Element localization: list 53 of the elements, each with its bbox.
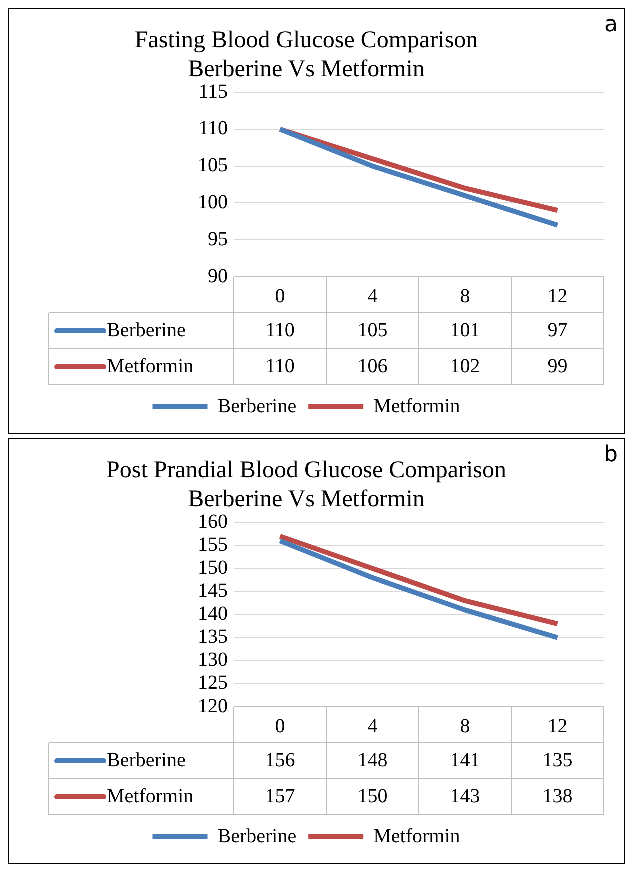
chart-subtitle: Berberine Vs Metformin — [188, 486, 425, 512]
y-tick-label: 155 — [198, 534, 228, 556]
data-label: 97 — [548, 319, 568, 342]
data-label: 135 — [542, 749, 573, 772]
y-tick-label: 105 — [198, 154, 228, 177]
data-label: 99 — [548, 355, 568, 378]
x-tick-label: 0 — [275, 285, 286, 308]
y-tick-label: 130 — [198, 649, 228, 672]
text: Berberine — [218, 825, 297, 848]
data-label: 157 — [265, 785, 296, 808]
x-tick-label: 4 — [368, 285, 378, 308]
y-tick-label: 110 — [198, 118, 228, 140]
legend-label: Berberine — [107, 319, 186, 342]
y-tick-label: 135 — [198, 626, 228, 648]
y-tick-label: 90 — [208, 265, 228, 288]
x-tick-label: 12 — [548, 715, 568, 738]
data-label: 141 — [450, 749, 480, 772]
legend-label: Berberine — [107, 749, 186, 772]
y-tick-label: 160 — [198, 510, 228, 533]
text: b — [604, 442, 618, 468]
legend-label: Metformin — [107, 355, 194, 378]
data-label: 110 — [266, 355, 295, 378]
y-tick-label: 95 — [208, 228, 228, 250]
text: Berberine — [218, 395, 297, 418]
chart-subtitle: Berberine Vs Metformin — [188, 56, 425, 82]
y-tick-label: 125 — [198, 672, 228, 694]
text: Metformin — [374, 395, 460, 418]
data-label: 143 — [450, 785, 480, 808]
x-tick-label: 4 — [368, 715, 378, 738]
y-tick-label: 150 — [198, 556, 228, 579]
data-label: 156 — [265, 749, 296, 772]
data-label: 102 — [450, 355, 480, 378]
text: Metformin — [374, 825, 460, 848]
x-tick-label: 8 — [460, 285, 470, 308]
x-tick-label: 8 — [460, 715, 470, 738]
x-tick-label: 0 — [275, 715, 286, 738]
y-tick-label: 115 — [198, 80, 228, 103]
chart-title: Fasting Blood Glucose Comparison — [134, 28, 478, 54]
y-tick-label: 120 — [198, 695, 228, 718]
y-tick-label: 100 — [198, 191, 228, 214]
chart-title: Post Prandial Blood Glucose Comparison — [106, 458, 506, 484]
data-label: 138 — [542, 785, 573, 808]
y-tick-label: 145 — [198, 580, 228, 602]
data-label: 110 — [266, 319, 295, 342]
data-label: 105 — [358, 319, 388, 342]
legend-label: Metformin — [107, 785, 194, 808]
data-label: 148 — [358, 749, 388, 772]
data-label: 101 — [450, 319, 480, 342]
y-tick-label: 140 — [198, 603, 228, 626]
data-label: 106 — [358, 355, 388, 378]
text: a — [604, 12, 618, 38]
data-label: 150 — [358, 785, 388, 808]
x-tick-label: 12 — [548, 285, 568, 308]
